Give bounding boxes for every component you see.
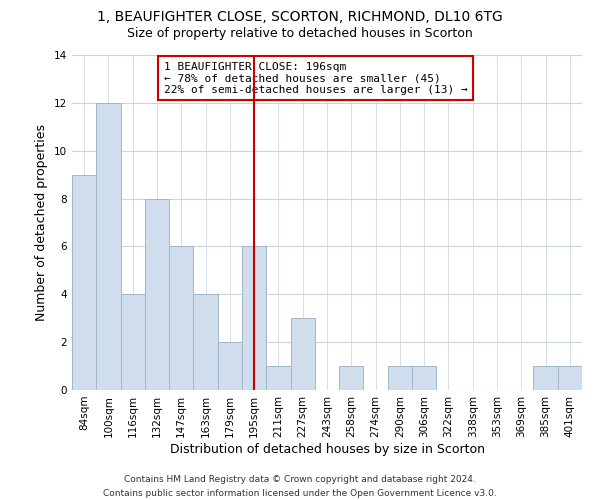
Bar [145, 198, 169, 390]
Bar [72, 174, 96, 390]
Bar [388, 366, 412, 390]
Bar [533, 366, 558, 390]
Text: Contains HM Land Registry data © Crown copyright and database right 2024.
Contai: Contains HM Land Registry data © Crown c… [103, 476, 497, 498]
Bar [121, 294, 145, 390]
Bar [339, 366, 364, 390]
Bar [412, 366, 436, 390]
Y-axis label: Number of detached properties: Number of detached properties [35, 124, 49, 321]
Bar [242, 246, 266, 390]
Bar [290, 318, 315, 390]
Text: 1, BEAUFIGHTER CLOSE, SCORTON, RICHMOND, DL10 6TG: 1, BEAUFIGHTER CLOSE, SCORTON, RICHMOND,… [97, 10, 503, 24]
Bar [218, 342, 242, 390]
Text: 1 BEAUFIGHTER CLOSE: 196sqm
← 78% of detached houses are smaller (45)
22% of sem: 1 BEAUFIGHTER CLOSE: 196sqm ← 78% of det… [164, 62, 467, 95]
Bar [193, 294, 218, 390]
X-axis label: Distribution of detached houses by size in Scorton: Distribution of detached houses by size … [170, 442, 485, 456]
Text: Size of property relative to detached houses in Scorton: Size of property relative to detached ho… [127, 28, 473, 40]
Bar [266, 366, 290, 390]
Bar [558, 366, 582, 390]
Bar [96, 103, 121, 390]
Bar [169, 246, 193, 390]
